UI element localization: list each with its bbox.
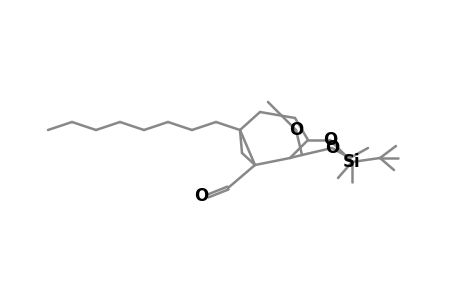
Text: Si: Si [342,153,360,171]
Text: O: O [193,187,207,205]
Text: O: O [288,121,302,139]
Text: O: O [324,139,338,157]
Text: O: O [322,131,336,149]
